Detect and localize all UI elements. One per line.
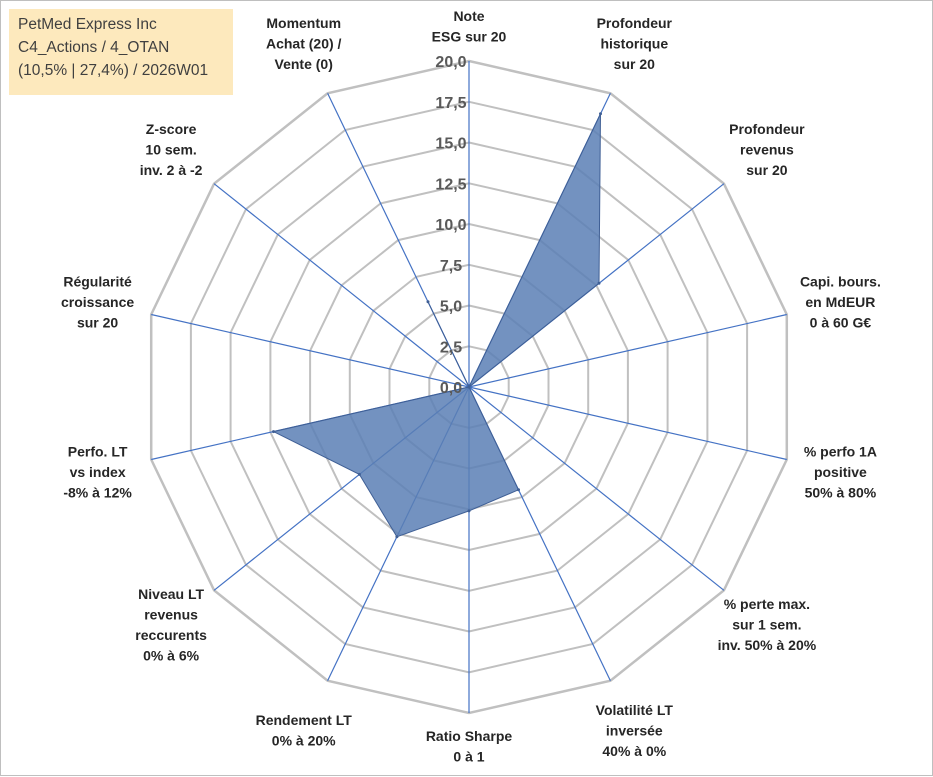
axis-label-line: revenus	[144, 606, 198, 622]
axis-label-line: inv. 50% à 20%	[718, 637, 817, 653]
axis-label-line: Ratio Sharpe	[426, 728, 513, 744]
axis-label-line: inv. 2 à -2	[140, 162, 203, 178]
tick-label: 20,0	[435, 54, 466, 71]
info-box: PetMed Express Inc C4_Actions / 4_OTAN (…	[9, 9, 233, 95]
axis-label-line: 50% à 80%	[805, 484, 877, 500]
tick-layer: 0,0 2,5 5,0 7,5 10,0 12,5 15,0 17,5 20,0	[435, 54, 466, 397]
axis-label-line: sur 20	[746, 162, 787, 178]
axis-label-line: 10 sem.	[145, 142, 196, 158]
axis-label-line: Vente (0)	[275, 56, 333, 72]
axis-label-line: Volatilité LT	[596, 702, 674, 718]
axis-label-line: ESG sur 20	[432, 29, 507, 45]
axis-label: Momentum Achat (20) / Vente (0)	[266, 15, 342, 72]
axis-spoke	[468, 386, 725, 591]
data-point	[599, 112, 602, 116]
axis-label-line: Régularité	[63, 274, 132, 290]
axis-label-line: 0 à 60 G€	[810, 315, 872, 331]
series-area	[272, 113, 601, 538]
axis-label-line: 0 à 1	[453, 749, 484, 765]
period-info: (10,5% | 27,4%) / 2026W01	[18, 62, 209, 79]
tick-label: 12,5	[435, 176, 466, 193]
axis-label-line: -8% à 12%	[63, 484, 132, 500]
axis-label-line: sur 20	[614, 56, 655, 72]
axis-label-line: Note	[453, 8, 484, 24]
axis-label-line: Achat (20) /	[266, 36, 342, 52]
tick-label: 17,5	[435, 95, 466, 112]
axis-spoke	[151, 313, 470, 388]
tick-label: 5,0	[440, 299, 462, 316]
data-point	[395, 535, 399, 539]
axis-label-line: 0% à 6%	[143, 647, 200, 663]
axis-label-line: % perte max.	[724, 596, 810, 612]
axis-label: Régularité croissance sur 20	[61, 274, 134, 331]
axis-label-line: en MdEUR	[805, 294, 875, 310]
tick-label: 10,0	[435, 217, 466, 234]
axis-label-line: inversée	[606, 722, 663, 738]
axis-label: Niveau LT revenus reccurents 0% à 6%	[135, 586, 207, 664]
axis-label: Z-score 10 sem. inv. 2 à -2	[140, 121, 203, 178]
axis-label: Capi. bours. en MdEUR 0 à 60 G€	[800, 274, 881, 331]
axis-label-line: Rendement LT	[256, 712, 353, 728]
axis-label-line: Niveau LT	[138, 586, 204, 602]
data-point	[467, 509, 471, 513]
axis-label: Profondeur historique sur 20	[597, 15, 673, 72]
axis-label: Rendement LT 0% à 20%	[256, 712, 353, 749]
axis-label-line: revenus	[740, 142, 794, 158]
axis-label: Note ESG sur 20	[432, 8, 507, 45]
axis-spoke	[213, 183, 470, 388]
data-point	[272, 430, 275, 434]
data-point	[467, 385, 471, 389]
axis-label-line: sur 20	[77, 315, 118, 331]
axis-label-line: % perfo 1A	[804, 443, 877, 459]
axis-label-line: Capi. bours.	[800, 274, 881, 290]
axis-spoke	[468, 313, 787, 388]
data-point	[517, 488, 520, 492]
tick-label: 7,5	[440, 258, 462, 275]
axis-label-line: positive	[814, 464, 867, 480]
axis-label-line: Perfo. LT	[68, 443, 128, 459]
axis-label: % perfo 1A positive 50% à 80%	[804, 443, 877, 500]
tick-label: 2,5	[440, 339, 462, 356]
axis-label-line: 0% à 20%	[272, 733, 336, 749]
category-code: C4_Actions / 4_OTAN	[18, 39, 170, 56]
axis-label: Profondeur revenus sur 20	[729, 121, 805, 178]
tick-label: 15,0	[435, 136, 466, 153]
data-point	[597, 281, 601, 285]
axis-label: Volatilité LT inversée 40% à 0%	[596, 702, 674, 759]
label-layer: Note ESG sur 20 Profondeur historique sur 20…	[61, 8, 881, 765]
axis-label-line: Z-score	[146, 121, 197, 137]
axis-label-line: croissance	[61, 294, 134, 310]
axis-label-line: Profondeur	[729, 121, 805, 137]
axis-label-line: reccurents	[135, 627, 207, 643]
data-point	[426, 300, 430, 304]
axis-label: % perte max. sur 1 sem. inv. 50% à 20%	[718, 596, 817, 653]
axis-label-line: sur 1 sem.	[732, 617, 801, 633]
company-name: PetMed Express Inc	[18, 16, 157, 33]
axis-spoke	[468, 386, 787, 461]
axis-label: Ratio Sharpe 0 à 1	[426, 728, 513, 765]
axis-label: Perfo. LT vs index -8% à 12%	[63, 443, 132, 500]
axis-label-line: vs index	[70, 464, 126, 480]
series-layer	[272, 112, 602, 539]
axis-label-line: Momentum	[266, 15, 341, 31]
data-point	[357, 472, 361, 476]
tick-label: 0,0	[440, 380, 462, 397]
axis-label-line: 40% à 0%	[602, 743, 666, 759]
axis-label-line: Profondeur	[597, 15, 673, 31]
axis-label-line: historique	[600, 36, 668, 52]
